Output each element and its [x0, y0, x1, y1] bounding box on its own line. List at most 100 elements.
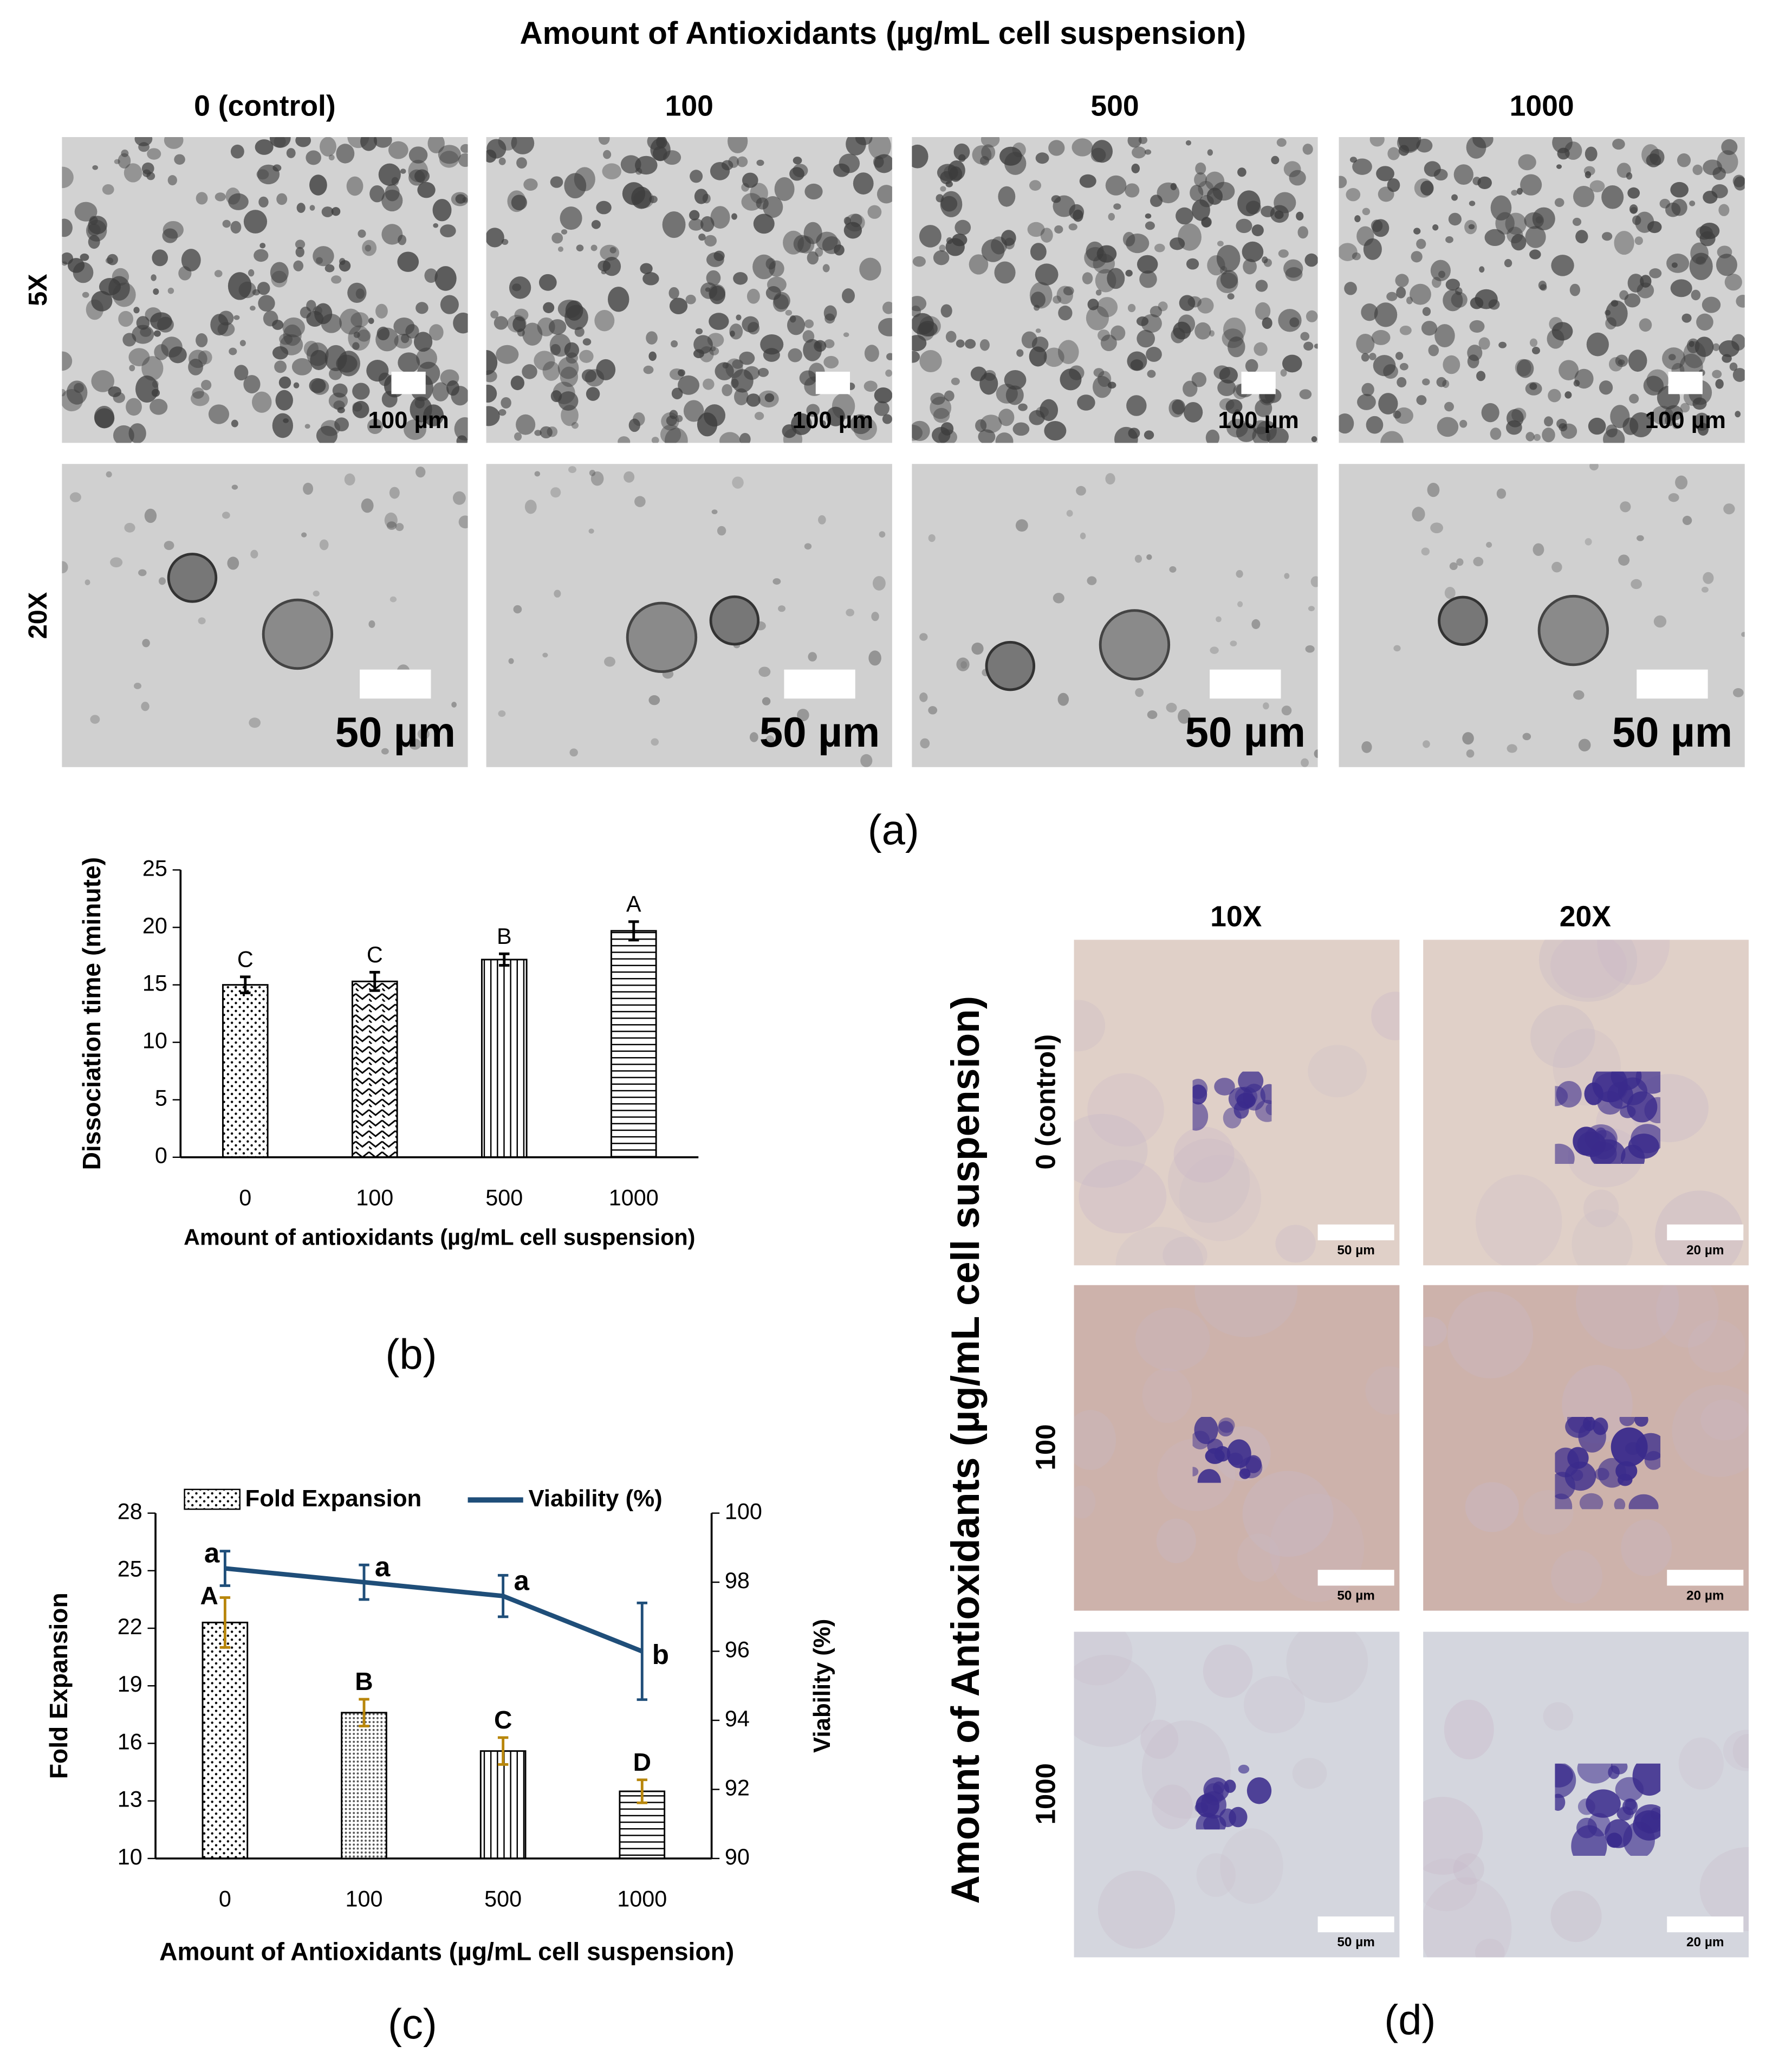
annotation: A — [626, 892, 641, 917]
micrograph-features — [1423, 1285, 1749, 1604]
cell — [867, 205, 882, 219]
cell — [1092, 375, 1112, 398]
cell — [603, 150, 612, 159]
cell — [1100, 334, 1117, 352]
cell — [669, 297, 688, 314]
error-bar — [497, 1736, 509, 1766]
cell — [823, 355, 839, 368]
cell — [678, 375, 700, 395]
cell — [1597, 940, 1670, 985]
column-header: 20X — [1560, 901, 1612, 933]
scale-bar-label: 50 µm — [759, 709, 880, 756]
cell — [1721, 139, 1738, 156]
cell — [1113, 203, 1121, 210]
cell — [693, 349, 704, 358]
cell — [1724, 274, 1742, 291]
panel-label: (b) — [385, 1331, 437, 1378]
bar — [479, 1750, 527, 1860]
bar — [481, 959, 528, 1158]
cell — [1304, 253, 1318, 267]
cell — [1115, 1227, 1204, 1266]
cell — [983, 370, 996, 381]
cell — [1236, 218, 1252, 234]
cell — [230, 221, 242, 234]
cell — [1507, 744, 1517, 753]
cell — [1068, 223, 1077, 231]
cell — [1219, 398, 1235, 411]
cell — [1741, 632, 1745, 637]
cell — [1548, 388, 1561, 403]
cell — [1352, 158, 1372, 175]
cell — [1145, 221, 1155, 230]
cell — [1516, 359, 1534, 378]
scale-bar — [1637, 669, 1708, 699]
error-bar — [219, 1596, 231, 1649]
cell — [167, 175, 177, 186]
cell — [1236, 570, 1243, 578]
cell — [1074, 1000, 1106, 1052]
cell — [1196, 1853, 1236, 1897]
cell — [1194, 322, 1211, 340]
cell — [1723, 1730, 1749, 1771]
cell — [118, 153, 131, 169]
cell — [569, 748, 578, 757]
x-tick-label: 0 — [239, 1186, 251, 1210]
cell — [912, 351, 920, 363]
cell — [498, 710, 506, 717]
cell — [1169, 566, 1177, 573]
y-tick-label: 10 — [142, 1028, 167, 1053]
cell — [1146, 554, 1152, 560]
micrograph — [62, 137, 468, 443]
micrograph — [1194, 1764, 1272, 1830]
cell — [243, 210, 268, 234]
cell — [706, 270, 721, 286]
cell — [252, 391, 272, 413]
cell — [1296, 211, 1304, 221]
cell — [557, 357, 579, 379]
cell — [1366, 416, 1384, 434]
cell — [512, 316, 526, 332]
cell — [154, 344, 169, 360]
cell — [514, 432, 522, 441]
cell — [303, 482, 314, 495]
cell — [1031, 336, 1049, 353]
micrograph-features — [1074, 992, 1400, 1266]
cell — [1227, 293, 1235, 300]
cell — [1689, 200, 1696, 206]
cell — [1649, 148, 1665, 166]
cell — [369, 185, 385, 203]
cell — [1484, 229, 1505, 247]
scale-bar-label: 100 µm — [1645, 407, 1726, 433]
cell — [634, 496, 646, 507]
cell — [151, 274, 157, 281]
cell — [628, 418, 640, 432]
cell — [286, 148, 296, 158]
cell — [972, 145, 992, 165]
cell — [230, 144, 244, 159]
cell — [885, 369, 892, 377]
cell — [863, 380, 878, 392]
cell — [853, 172, 874, 195]
cell — [306, 150, 321, 165]
cell — [586, 387, 600, 401]
cell — [1303, 341, 1314, 351]
cell — [295, 137, 311, 147]
cell — [454, 417, 468, 441]
cell — [1732, 1734, 1749, 1769]
cell — [1308, 606, 1315, 612]
cell — [398, 352, 420, 373]
cell — [1495, 212, 1515, 235]
cell — [1276, 138, 1287, 147]
cell — [1251, 224, 1264, 237]
cell — [543, 302, 555, 313]
cell — [1098, 1870, 1176, 1949]
error-bar — [359, 1563, 369, 1601]
cell — [1475, 1938, 1505, 1958]
cell — [446, 380, 460, 396]
cell — [1555, 1763, 1576, 1798]
cell — [1711, 184, 1728, 198]
cell — [1207, 1439, 1223, 1454]
cell — [940, 422, 954, 436]
cell — [460, 144, 468, 153]
